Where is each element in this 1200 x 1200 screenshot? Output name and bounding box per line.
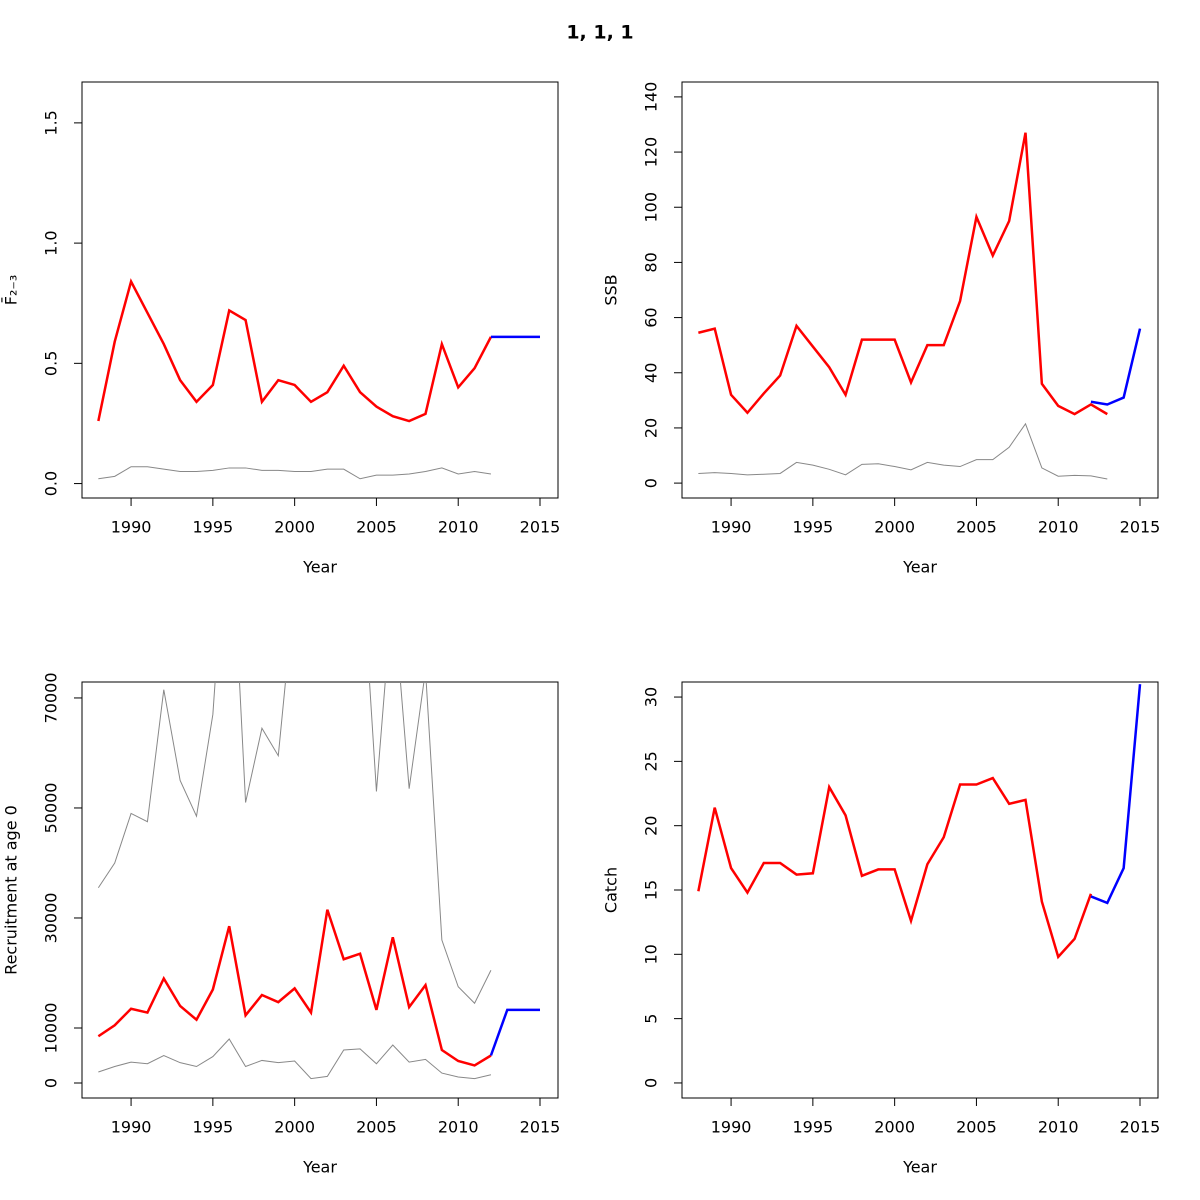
x-axis-label: Year [902,558,937,577]
x-tick-label: 2000 [274,518,315,537]
y-tick-label: 120 [642,137,661,168]
x-tick-label: 1995 [792,518,833,537]
plot-box [81,81,559,499]
y-tick-label: 30000 [42,893,61,944]
x-tick-label: 2005 [356,1118,397,1137]
y-axis-label: SSB [602,274,621,305]
y-tick-label: 50000 [42,783,61,834]
x-axis-label: Year [302,558,337,577]
y-tick-label: 0.5 [42,351,61,376]
y-tick-label: 40 [642,363,661,383]
x-tick-label: 1995 [192,1118,233,1137]
series-line [1090,684,1142,905]
series-line [697,776,1093,960]
x-tick-label: 2010 [1038,1118,1079,1137]
series-line [97,682,492,1005]
y-tick-label: 20 [642,418,661,438]
y-tick-label: 1.0 [42,230,61,255]
y-tick-label: 5 [642,1014,661,1024]
series-line [698,132,1108,416]
y-tick-label: 15 [642,880,661,900]
x-tick-label: 2005 [956,1118,997,1137]
x-tick-label: 1990 [711,518,752,537]
x-tick-label: 2010 [438,518,479,537]
y-tick-label: 25 [642,751,661,771]
y-tick-label: 60 [642,307,661,327]
y-tick-label: 100 [642,192,661,223]
x-tick-label: 2015 [520,1118,561,1137]
series-line [97,278,493,423]
y-tick-label: 0 [42,1078,61,1088]
y-tick-label: 0 [642,478,661,488]
y-tick-label: 1.5 [42,110,61,135]
x-tick-label: 2015 [1120,1118,1161,1137]
y-tick-label: 140 [642,82,661,113]
x-tick-label: 1995 [192,518,233,537]
y-tick-label: 80 [642,252,661,272]
figure-title: 1, 1, 1 [566,22,633,44]
series-line [98,1038,492,1080]
series-line [98,466,492,480]
x-tick-label: 1990 [111,518,152,537]
y-tick-label: 70000 [42,672,61,723]
plot-box [681,81,1159,499]
x-tick-label: 2015 [1120,518,1161,537]
y-axis-label: Recruitment at age 0 [2,805,21,975]
x-tick-label: 1995 [792,1118,833,1137]
x-tick-label: 2005 [356,518,397,537]
x-tick-label: 2015 [520,518,561,537]
x-tick-label: 1990 [111,1118,152,1137]
x-tick-label: 2000 [874,518,915,537]
series-line [97,909,492,1067]
y-tick-label: 10000 [42,1003,61,1054]
y-tick-label: 20 [642,816,661,836]
x-tick-label: 2010 [1038,518,1079,537]
series-line [489,1008,541,1056]
x-axis-label: Year [302,1158,337,1177]
x-tick-label: 2000 [874,1118,915,1137]
x-tick-label: 1990 [711,1118,752,1137]
y-tick-label: 0.0 [42,471,61,496]
plot-box [81,681,559,1099]
series-line [1090,328,1142,406]
x-tick-label: 2010 [438,1118,479,1137]
x-tick-label: 2005 [956,518,997,537]
y-axis-label: F̄₂₋₃ [2,275,21,305]
y-tick-label: 30 [642,687,661,707]
x-tick-label: 2000 [274,1118,315,1137]
y-axis-label: Catch [602,867,621,913]
y-tick-label: 0 [642,1078,661,1088]
y-tick-label: 10 [642,944,661,964]
series-line [698,422,1108,480]
x-axis-label: Year [902,1158,937,1177]
